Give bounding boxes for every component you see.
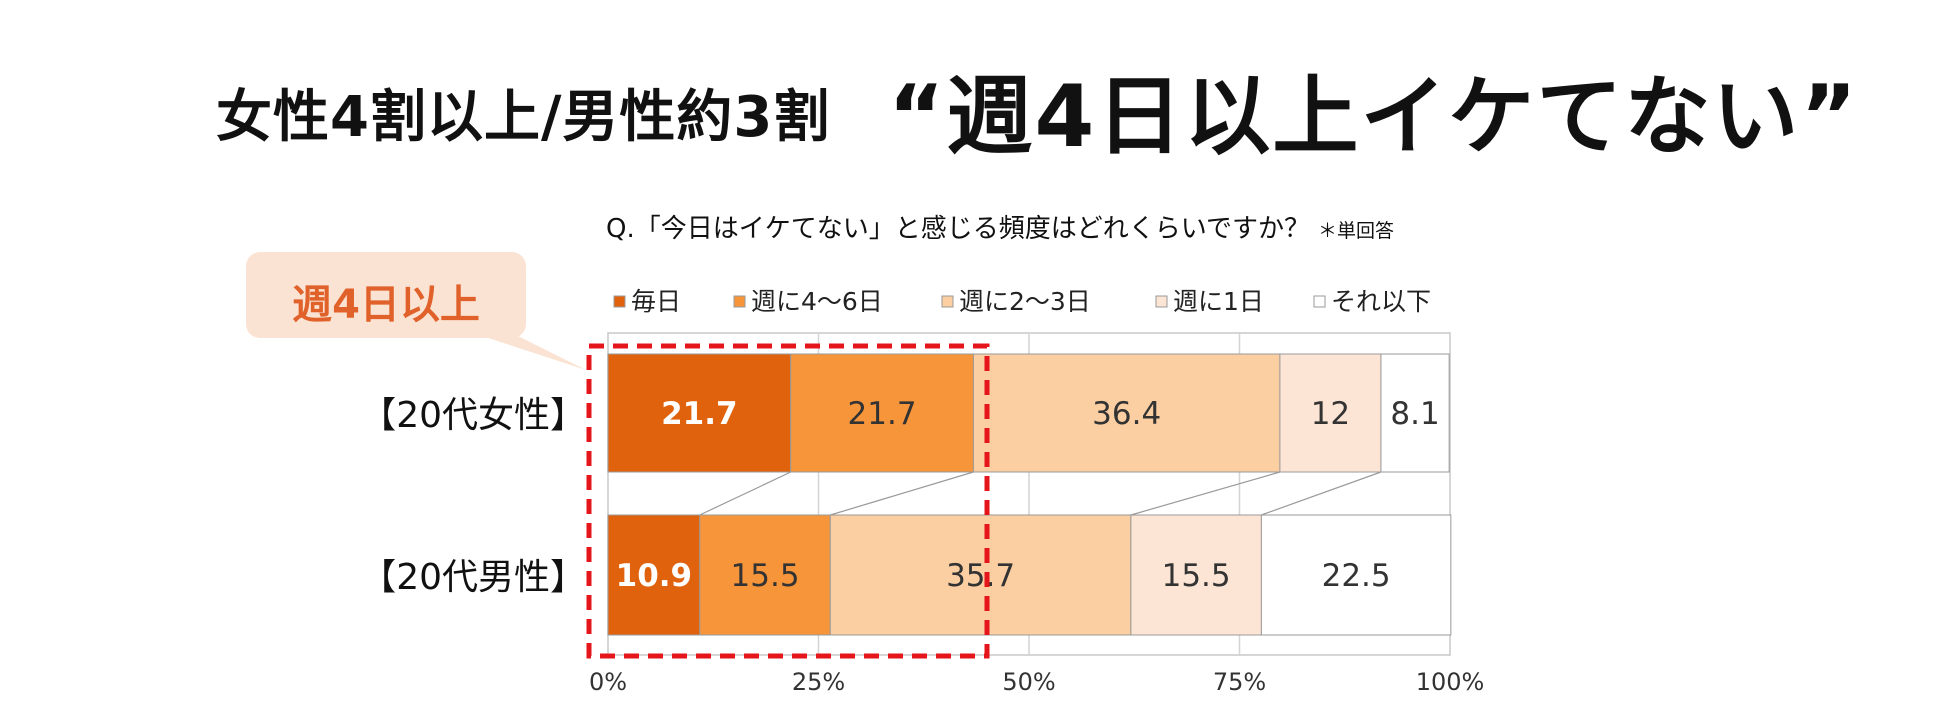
callout-bubble: 週4日以上 bbox=[246, 252, 526, 338]
question-text: Q.「今日はイケてない」と感じる頻度はどれくらいですか？ ＊単回答 bbox=[606, 208, 1394, 245]
callout-pointer bbox=[470, 332, 586, 370]
legend-layer: 毎日 週に4～6日 週に2～3日 週に1日 それ以下 bbox=[613, 287, 1431, 316]
data-label: 21.7 bbox=[848, 396, 917, 432]
bar-layer bbox=[607, 353, 1452, 636]
data-label: 8.1 bbox=[1390, 396, 1439, 432]
headline-big: “週4日以上イケてない” bbox=[888, 67, 1859, 167]
bar-segment bbox=[1260, 514, 1452, 636]
data-label: 35.7 bbox=[946, 558, 1015, 594]
legend-swatch bbox=[941, 295, 954, 308]
data-label: 21.7 bbox=[661, 396, 738, 432]
highlight-box bbox=[586, 343, 990, 659]
connector-line bbox=[830, 471, 974, 516]
data-label: 10.9 bbox=[616, 558, 693, 594]
bar-segment bbox=[1279, 353, 1382, 473]
question-note: ＊単回答 bbox=[1317, 220, 1394, 242]
bar-segment bbox=[972, 353, 1281, 473]
question-main: Q.「今日はイケてない」と感じる頻度はどれくらいですか？ bbox=[606, 214, 1310, 244]
legend-label: 週に1日 bbox=[1173, 287, 1264, 316]
connector-line bbox=[1261, 471, 1382, 516]
legend-swatch bbox=[733, 295, 746, 308]
tick-layer: 0% 25% 50% 75% 100% bbox=[589, 668, 1484, 696]
data-label: 22.5 bbox=[1322, 558, 1391, 594]
data-label: 36.4 bbox=[1092, 396, 1161, 432]
headline: 女性4割以上/男性約3割 “週4日以上イケてない” bbox=[0, 38, 1950, 167]
category-label: 【20代男性】 bbox=[360, 557, 586, 598]
x-tick-label: 0% bbox=[589, 668, 627, 696]
connector-line bbox=[1130, 471, 1281, 516]
category-label: 【20代女性】 bbox=[360, 395, 586, 436]
headline-small: 女性4割以上/男性約3割 bbox=[216, 85, 831, 150]
highlight-layer bbox=[470, 332, 990, 659]
x-tick-label: 50% bbox=[1002, 668, 1055, 696]
legend-swatch bbox=[613, 295, 626, 308]
legend-label: 週に4～6日 bbox=[751, 287, 883, 316]
bar-segment bbox=[607, 514, 701, 636]
legend-label: それ以下 bbox=[1331, 287, 1431, 316]
bar-segment bbox=[829, 514, 1132, 636]
x-tick-label: 100% bbox=[1416, 668, 1485, 696]
bar-segment bbox=[1130, 514, 1262, 636]
data-label: 15.5 bbox=[731, 558, 800, 594]
legend-swatch bbox=[1155, 295, 1168, 308]
data-label: 12 bbox=[1311, 396, 1350, 432]
category-layer: 【20代女性】【20代男性】 bbox=[360, 395, 586, 598]
bar-segment bbox=[1380, 353, 1450, 473]
label-layer: 21.7 21.7 36.4 12 8.1 10.9 15.5 35.7 15.5 22.5 bbox=[616, 396, 1440, 594]
data-label: 15.5 bbox=[1162, 558, 1231, 594]
legend-swatch bbox=[1313, 295, 1326, 308]
x-tick-label: 75% bbox=[1213, 668, 1266, 696]
callout-label: 週4日以上 bbox=[292, 282, 480, 328]
connector-line bbox=[699, 471, 791, 516]
legend-label: 毎日 bbox=[631, 287, 681, 316]
legend-label: 週に2～3日 bbox=[959, 287, 1091, 316]
x-tick-label: 25% bbox=[792, 668, 845, 696]
